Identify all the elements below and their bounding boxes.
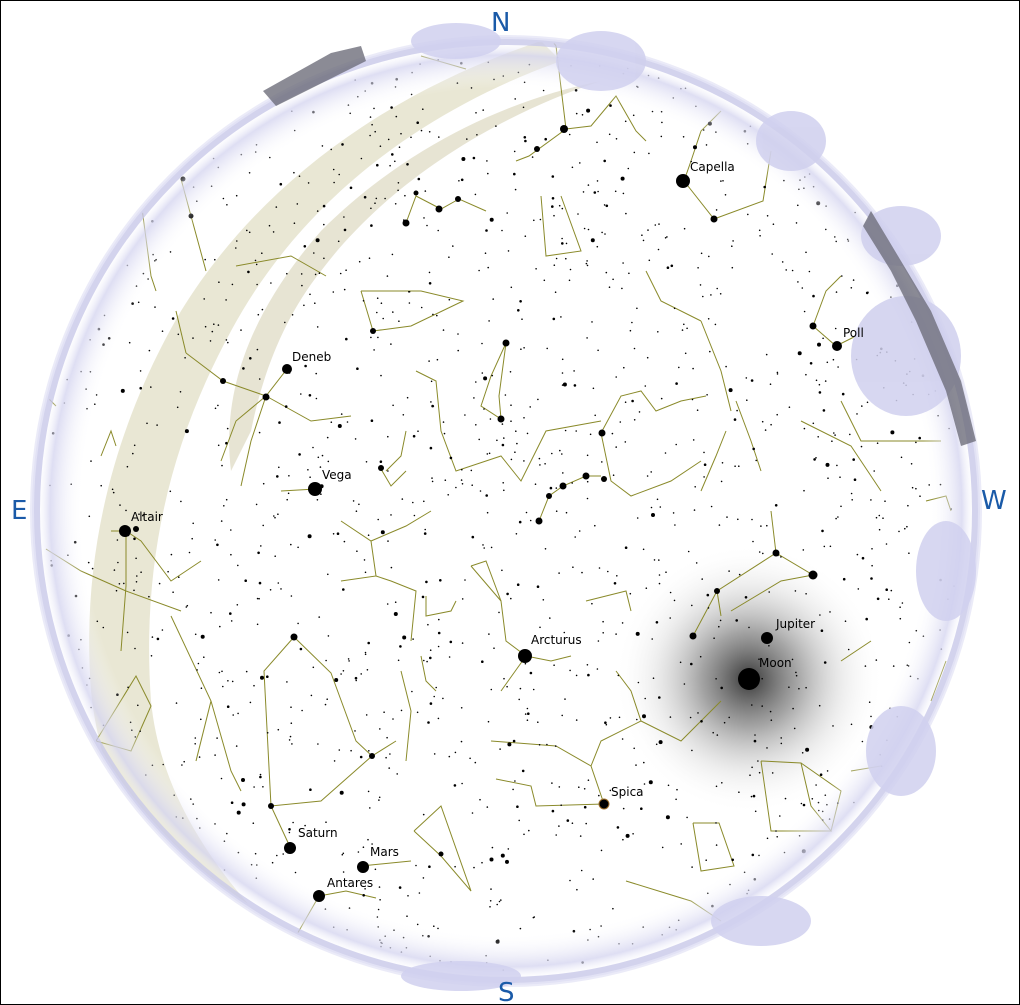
capella-star[interactable] bbox=[676, 174, 690, 188]
spica-star[interactable] bbox=[598, 798, 610, 810]
arcturus-star[interactable] bbox=[518, 649, 532, 663]
saturn-label: Saturn bbox=[298, 826, 338, 840]
deneb-star[interactable] bbox=[282, 364, 292, 374]
west-label: W bbox=[981, 486, 1007, 516]
north-label: N bbox=[491, 8, 510, 38]
jupiter-label: Jupiter bbox=[775, 617, 815, 631]
deneb-label: Deneb bbox=[292, 350, 331, 364]
altair-label: Altair bbox=[131, 510, 163, 524]
pollux-star[interactable] bbox=[832, 341, 842, 351]
pollux-label: Poll bbox=[843, 326, 864, 340]
horizon-landscape bbox=[401, 23, 976, 991]
arcturus-label: Arcturus bbox=[531, 633, 582, 647]
buildings-silhouette bbox=[263, 46, 976, 446]
antares-star[interactable] bbox=[313, 890, 325, 902]
mars-planet[interactable] bbox=[357, 861, 369, 873]
vega-label: Vega bbox=[322, 468, 352, 482]
altair-star[interactable] bbox=[119, 525, 131, 537]
moon-label: Moon bbox=[759, 656, 792, 670]
south-label: S bbox=[498, 978, 515, 1004]
east-label: E bbox=[11, 496, 27, 526]
vega-star[interactable] bbox=[308, 482, 322, 496]
saturn-planet[interactable] bbox=[284, 842, 296, 854]
antares-label: Antares bbox=[327, 876, 373, 890]
spica-label: Spica bbox=[611, 785, 644, 799]
jupiter-planet[interactable] bbox=[761, 632, 773, 644]
labeled-objects: Capella Poll Deneb Vega Altair Jupiter M… bbox=[119, 160, 864, 902]
capella-label: Capella bbox=[690, 160, 735, 174]
moon[interactable] bbox=[738, 668, 760, 690]
mars-label: Mars bbox=[370, 845, 399, 859]
